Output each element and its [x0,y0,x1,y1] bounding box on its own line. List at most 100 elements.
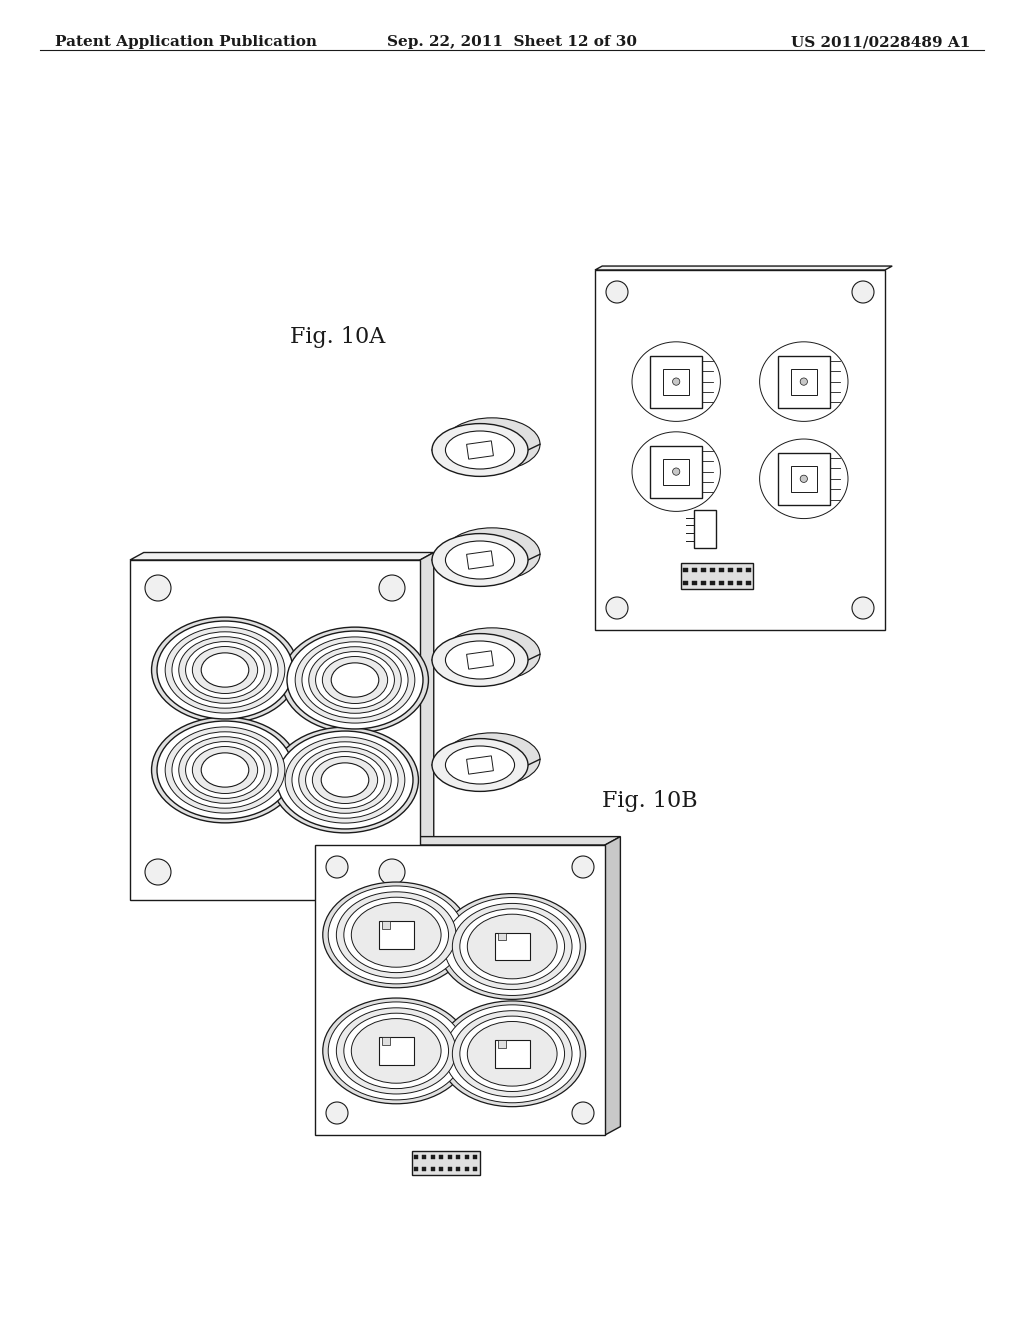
Ellipse shape [445,642,514,678]
Bar [465,1155,469,1159]
Ellipse shape [432,634,528,686]
Text: 65: 65 [740,356,786,380]
Ellipse shape [445,541,514,579]
Polygon shape [467,550,494,569]
Ellipse shape [432,424,528,477]
Bar [711,581,715,585]
Text: Patent Application Publication: Patent Application Publication [55,36,317,49]
Ellipse shape [344,1014,449,1089]
Polygon shape [315,837,621,845]
Ellipse shape [312,756,378,804]
Ellipse shape [287,631,423,729]
Bar [737,581,742,585]
Bar [664,458,689,484]
Bar [414,1167,418,1171]
Circle shape [852,597,874,619]
Bar [495,1040,529,1068]
Bar [701,581,707,585]
Ellipse shape [302,642,408,718]
Ellipse shape [282,627,428,733]
Bar [719,581,724,585]
Circle shape [326,855,348,878]
Bar [719,568,724,572]
Ellipse shape [271,727,419,833]
Text: US 2011/0228489 A1: US 2011/0228489 A1 [791,36,970,49]
Ellipse shape [331,663,379,697]
Ellipse shape [157,721,293,818]
Circle shape [145,859,171,884]
Ellipse shape [322,763,369,797]
Bar [791,466,817,492]
Bar [447,1167,452,1171]
Circle shape [606,281,628,304]
Ellipse shape [309,647,401,713]
Text: Fig. 10B: Fig. 10B [602,791,698,812]
Ellipse shape [323,656,388,704]
Bar [379,1038,414,1065]
Circle shape [673,378,680,385]
Polygon shape [605,837,621,1135]
Bar [728,581,733,585]
Bar [414,1155,418,1159]
Ellipse shape [201,752,249,787]
Polygon shape [467,441,494,459]
Circle shape [145,576,171,601]
Ellipse shape [315,652,394,709]
Bar [791,368,817,395]
Bar [382,921,390,929]
Polygon shape [130,560,420,900]
Ellipse shape [432,533,528,586]
Ellipse shape [179,737,271,804]
Bar [778,453,829,504]
Bar [694,511,716,548]
Circle shape [572,855,594,878]
Ellipse shape [193,747,258,793]
Bar [439,1167,443,1171]
Bar [379,921,414,949]
Ellipse shape [299,747,391,813]
Ellipse shape [152,717,298,822]
Bar [498,1040,506,1048]
Ellipse shape [467,1022,557,1086]
Ellipse shape [336,892,456,978]
Circle shape [800,475,808,482]
Circle shape [800,378,808,385]
Polygon shape [467,756,494,774]
Ellipse shape [323,882,470,987]
Bar [456,1167,461,1171]
Ellipse shape [329,886,464,983]
Polygon shape [315,845,605,1135]
Text: 70: 70 [641,573,679,599]
Ellipse shape [445,746,514,784]
Ellipse shape [295,638,415,723]
Bar [746,568,752,572]
Ellipse shape [285,737,404,824]
Ellipse shape [445,432,514,469]
Bar [664,368,689,395]
Ellipse shape [201,653,249,688]
Ellipse shape [444,1005,581,1102]
Bar [456,1155,461,1159]
Bar [422,1155,426,1159]
Ellipse shape [323,998,470,1104]
Ellipse shape [453,903,572,990]
Ellipse shape [467,915,557,979]
Ellipse shape [351,1019,441,1084]
Circle shape [673,469,680,475]
Circle shape [606,597,628,619]
Text: 75: 75 [718,533,753,548]
Bar [650,446,702,498]
Text: 75: 75 [666,498,697,517]
Ellipse shape [344,898,449,973]
Ellipse shape [444,628,540,681]
Bar [422,1167,426,1171]
Bar [746,581,752,585]
Ellipse shape [444,528,540,581]
Ellipse shape [185,642,264,698]
Ellipse shape [278,731,413,829]
Bar [473,1155,477,1159]
Bar [430,1155,435,1159]
Bar [412,1151,479,1175]
Bar [728,568,733,572]
Ellipse shape [444,898,581,995]
